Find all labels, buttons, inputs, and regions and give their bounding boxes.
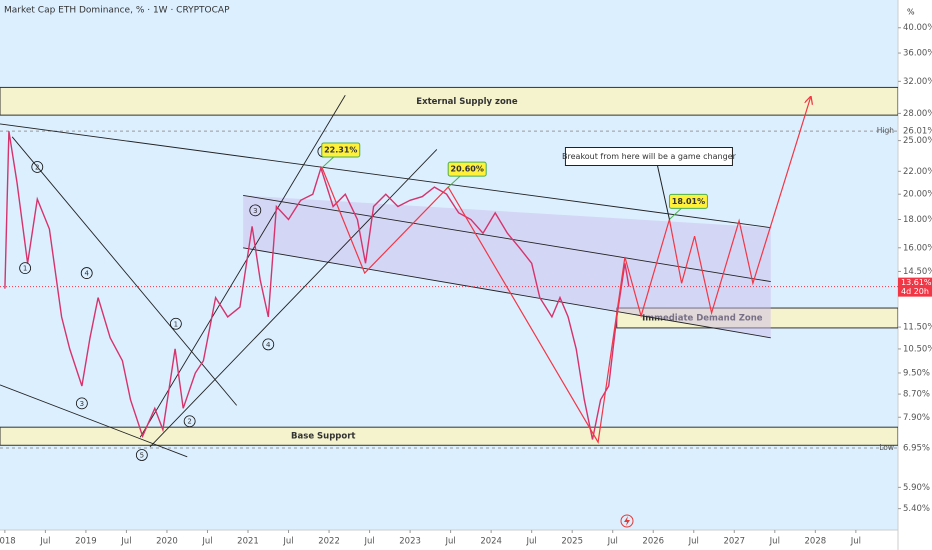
x-tick-label: 2024	[480, 537, 502, 547]
y-tick-label: 18.00%	[903, 215, 932, 225]
callout-box	[321, 142, 361, 158]
price-axis	[898, 0, 932, 550]
trend-line	[139, 95, 346, 438]
trend-line	[0, 123, 771, 229]
y-tick-label: 25.00%	[903, 136, 932, 146]
logo-icon	[620, 514, 634, 528]
note-box	[564, 147, 733, 167]
wave-marker	[135, 449, 148, 461]
x-tick-label: 2020	[156, 537, 178, 547]
current-badge	[898, 277, 932, 297]
callout-box	[668, 193, 708, 209]
y-tick-label: 9.50%	[903, 368, 930, 378]
zone-label: Base Support	[291, 432, 355, 442]
y-tick-label: 22.00%	[903, 167, 932, 177]
callout-tail	[669, 207, 683, 220]
x-tick-label: Jul	[39, 537, 50, 547]
zone	[0, 426, 898, 446]
x-tick-label: 2025	[561, 537, 583, 547]
channel-area	[243, 195, 771, 338]
unit-label: %	[907, 8, 915, 17]
y-tick-label: 16.00%	[903, 243, 932, 253]
x-tick-label: Jul	[526, 537, 537, 547]
x-tick-label: 2022	[318, 537, 340, 547]
y-tick-label: 5.90%	[903, 483, 930, 493]
zone	[0, 86, 898, 116]
x-tick-label: Jul	[363, 537, 374, 547]
x-tick-label: 2027	[723, 537, 745, 547]
wave-label: 1	[174, 320, 178, 328]
x-tick-label: 2019	[75, 537, 97, 547]
callout-tail	[447, 174, 462, 188]
wave-label: 3	[253, 207, 257, 215]
price-line	[4, 131, 630, 440]
wave-marker	[31, 161, 44, 173]
x-tick-label: Jul	[850, 537, 861, 547]
high-label: 26.01%	[903, 127, 932, 137]
wave-label: 4	[266, 341, 271, 349]
wave-marker	[75, 397, 88, 410]
trend-line	[243, 194, 771, 283]
y-tick-label: 20.00%	[903, 190, 932, 200]
x-tick-label: 2018	[0, 537, 16, 547]
y-tick-label: 28.00%	[903, 109, 932, 119]
y-tick-label: 5.40%	[903, 504, 930, 514]
wave-marker	[80, 267, 93, 279]
x-tick-label: Jul	[282, 537, 293, 547]
wave-marker	[169, 317, 182, 330]
y-tick-label: 10.50%	[903, 344, 932, 354]
y-tick-label: 11.50%	[903, 323, 932, 333]
x-tick-label: Jul	[444, 537, 455, 547]
x-tick-label: Jul	[769, 537, 780, 547]
y-tick-label: 36.00%	[903, 49, 932, 59]
wave-label: 3	[80, 400, 84, 408]
zone-label: External Supply zone	[416, 97, 518, 107]
callout-tail	[321, 155, 336, 169]
callout-label: 22.31%	[324, 145, 357, 154]
high-name: High	[877, 126, 894, 135]
wave-label: 2	[35, 163, 39, 171]
note-text: Breakout from here will be a game change…	[562, 152, 737, 161]
y-tick-label: 32.00%	[903, 77, 932, 87]
x-tick-label: 2026	[642, 537, 664, 547]
x-tick-label: Jul	[607, 537, 618, 547]
low-name: Low	[879, 443, 894, 452]
trend-line	[149, 149, 438, 448]
wave-marker	[19, 262, 32, 275]
callout-label: 18.01%	[672, 197, 705, 206]
wave-label: 1	[23, 265, 27, 273]
wave-marker	[183, 415, 196, 428]
y-tick-label: 14.50%	[903, 267, 932, 277]
x-tick-label: Jul	[201, 537, 212, 547]
trend-line	[0, 384, 188, 458]
callout-box	[447, 161, 487, 177]
wave-marker	[249, 204, 262, 217]
y-tick-label: 7.90%	[903, 413, 930, 423]
trend-line	[11, 136, 238, 406]
current-label: 13.61%	[901, 278, 932, 287]
x-tick-label: 2023	[399, 537, 421, 547]
countdown: 4d 20h	[901, 287, 929, 296]
time-axis	[0, 530, 898, 550]
wave-label: 2	[187, 418, 191, 426]
x-tick-label: 2028	[805, 537, 827, 547]
zone-label: Immediate Demand Zone	[642, 313, 763, 323]
trend-line	[243, 247, 771, 339]
callout-label: 20.60%	[451, 165, 484, 174]
chart-title: Market Cap ETH Dominance, % · 1W · CRYPT…	[4, 6, 230, 16]
note-pointer	[656, 165, 670, 220]
wave-marker	[262, 338, 275, 351]
low-label: 6.95%	[903, 444, 930, 454]
wave-label: 5	[140, 452, 144, 460]
x-tick-label: Jul	[120, 537, 131, 547]
y-tick-label: 40.00%	[903, 23, 932, 33]
y-tick-label: 8.70%	[903, 390, 930, 400]
x-tick-label: Jul	[688, 537, 699, 547]
x-tick-label: 2021	[237, 537, 259, 547]
wave-label: 4	[84, 270, 89, 278]
